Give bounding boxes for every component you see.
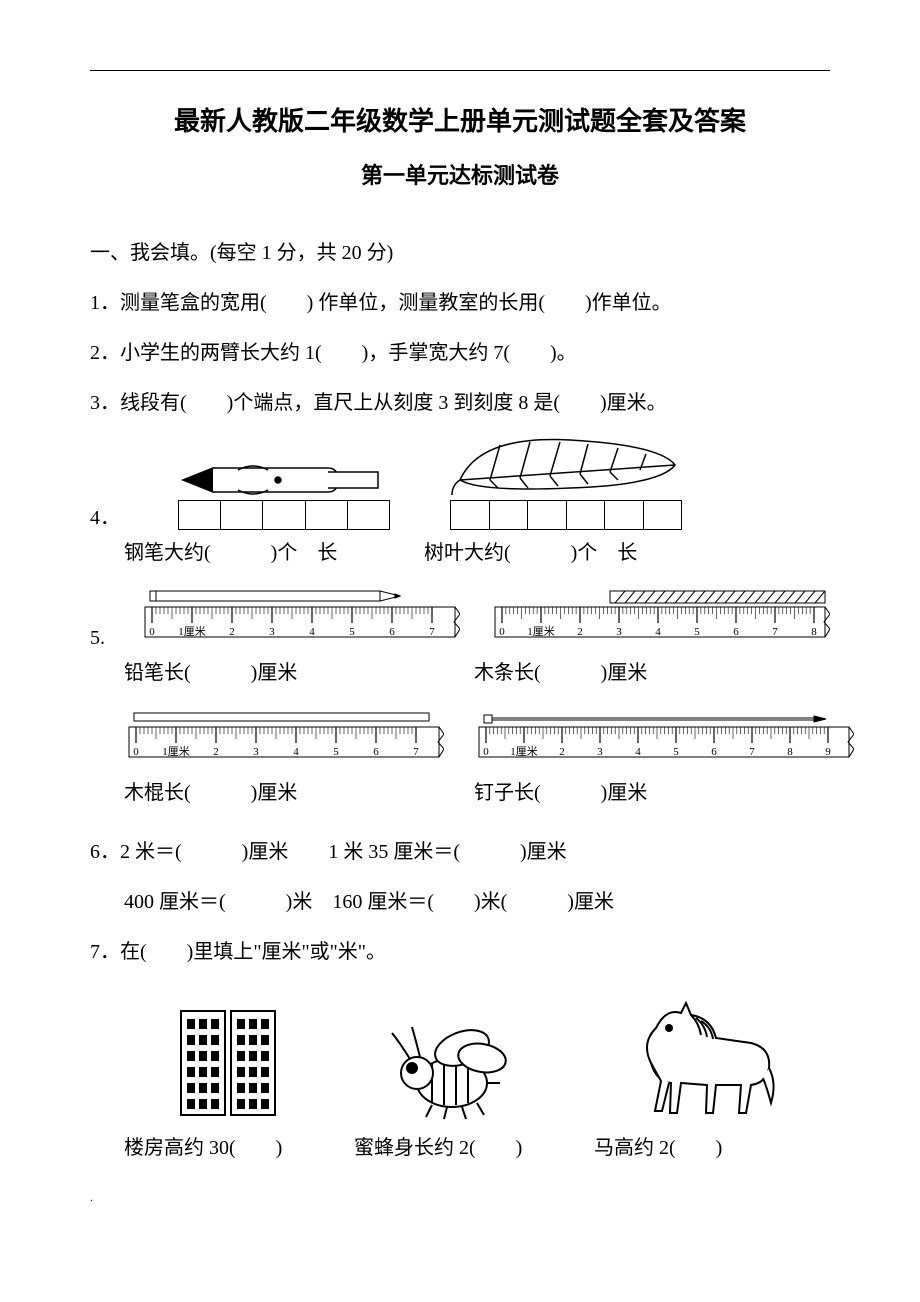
svg-text:5: 5 bbox=[694, 626, 700, 638]
svg-text:2: 2 bbox=[229, 626, 235, 638]
svg-text:0: 0 bbox=[133, 746, 139, 758]
q3: 3．线段有( )个端点，直尺上从刻度 3 到刻度 8 是( )厘米。 bbox=[90, 380, 830, 426]
svg-text:1厘米: 1厘米 bbox=[178, 625, 206, 638]
svg-text:0: 0 bbox=[499, 626, 505, 638]
svg-text:6: 6 bbox=[373, 746, 379, 758]
svg-text:7: 7 bbox=[413, 746, 419, 758]
svg-text:1厘米: 1厘米 bbox=[162, 745, 190, 758]
svg-text:5: 5 bbox=[349, 626, 355, 638]
q5-pencil-label: 铅笔长( )厘米 bbox=[124, 656, 434, 685]
section-heading: 一、我会填。(每空 1 分，共 20 分) bbox=[90, 230, 830, 276]
building-icon bbox=[173, 1003, 283, 1123]
wood-ruler: 0 1厘米 2 3 4 5 6 7 8 bbox=[490, 589, 830, 644]
svg-text:4: 4 bbox=[309, 626, 315, 638]
svg-text:0: 0 bbox=[149, 626, 155, 638]
q7-bee-label: 蜜蜂身长约 2( ) bbox=[354, 1131, 574, 1160]
svg-text:6: 6 bbox=[733, 626, 739, 638]
q6-line2: 400 厘米＝( )米 160 厘米＝( )米( )厘米 bbox=[90, 879, 830, 925]
q2: 2．小学生的两臂长大约 1( )，手掌宽大约 7( )。 bbox=[90, 330, 830, 376]
q7-horse-label: 马高约 2( ) bbox=[594, 1131, 722, 1160]
q4-pen-label: 钢笔大约( )个 长 bbox=[124, 536, 384, 565]
pen-unit-boxes bbox=[178, 500, 390, 530]
header-rule bbox=[90, 70, 830, 71]
leaf-unit-boxes bbox=[450, 500, 682, 530]
svg-text:9: 9 bbox=[825, 746, 831, 758]
q4-number: 4． bbox=[90, 501, 118, 530]
svg-text:3: 3 bbox=[269, 626, 275, 638]
svg-text:4: 4 bbox=[293, 746, 299, 758]
svg-text:3: 3 bbox=[253, 746, 259, 758]
leaf-icon bbox=[450, 430, 680, 500]
svg-text:4: 4 bbox=[635, 746, 641, 758]
nail-ruler: 0 1厘米 2 3 4 5 6 7 8 9 bbox=[474, 709, 854, 764]
stick-ruler: 0 1厘米 2 3 4 5 6 7 bbox=[124, 709, 444, 764]
svg-text:3: 3 bbox=[597, 746, 603, 758]
svg-text:6: 6 bbox=[389, 626, 395, 638]
svg-text:1厘米: 1厘米 bbox=[527, 625, 555, 638]
q5-nail-label: 钉子长( )厘米 bbox=[474, 776, 647, 805]
subtitle: 第一单元达标测试卷 bbox=[90, 158, 830, 190]
svg-text:1厘米: 1厘米 bbox=[510, 745, 538, 758]
q6-line1: 6．2 米＝( )厘米 1 米 35 厘米＝( )厘米 bbox=[90, 829, 830, 875]
svg-text:2: 2 bbox=[213, 746, 219, 758]
svg-text:7: 7 bbox=[772, 626, 778, 638]
pencil-ruler: 0 1厘米 2 3 4 5 6 7 bbox=[140, 589, 460, 644]
q7-building-label: 楼房高约 30( ) bbox=[124, 1131, 334, 1160]
svg-text:2: 2 bbox=[577, 626, 583, 638]
main-title: 最新人教版二年级数学上册单元测试题全套及答案 bbox=[90, 101, 830, 138]
svg-text:8: 8 bbox=[811, 626, 817, 638]
q7: 7．在( )里填上"厘米"或"米"。 bbox=[90, 929, 830, 975]
q5-wood-label: 木条长( )厘米 bbox=[474, 656, 647, 685]
footer-mark: . bbox=[90, 1190, 830, 1205]
svg-text:6: 6 bbox=[711, 746, 717, 758]
svg-text:7: 7 bbox=[429, 626, 435, 638]
bee-icon bbox=[382, 1013, 522, 1123]
q5-number: 5. bbox=[90, 627, 110, 650]
svg-text:0: 0 bbox=[483, 746, 489, 758]
svg-text:8: 8 bbox=[787, 746, 793, 758]
pen-icon bbox=[178, 450, 388, 500]
q1: 1．测量笔盒的宽用( ) 作单位，测量教室的长用( )作单位。 bbox=[90, 280, 830, 326]
horse-icon bbox=[621, 993, 781, 1123]
q5-stick-label: 木棍长( )厘米 bbox=[124, 776, 434, 805]
svg-text:2: 2 bbox=[559, 746, 565, 758]
svg-text:4: 4 bbox=[655, 626, 661, 638]
q4-leaf-label: 树叶大约( )个 长 bbox=[424, 536, 637, 565]
svg-text:7: 7 bbox=[749, 746, 755, 758]
svg-text:5: 5 bbox=[333, 746, 339, 758]
svg-text:3: 3 bbox=[616, 626, 622, 638]
svg-text:5: 5 bbox=[673, 746, 679, 758]
